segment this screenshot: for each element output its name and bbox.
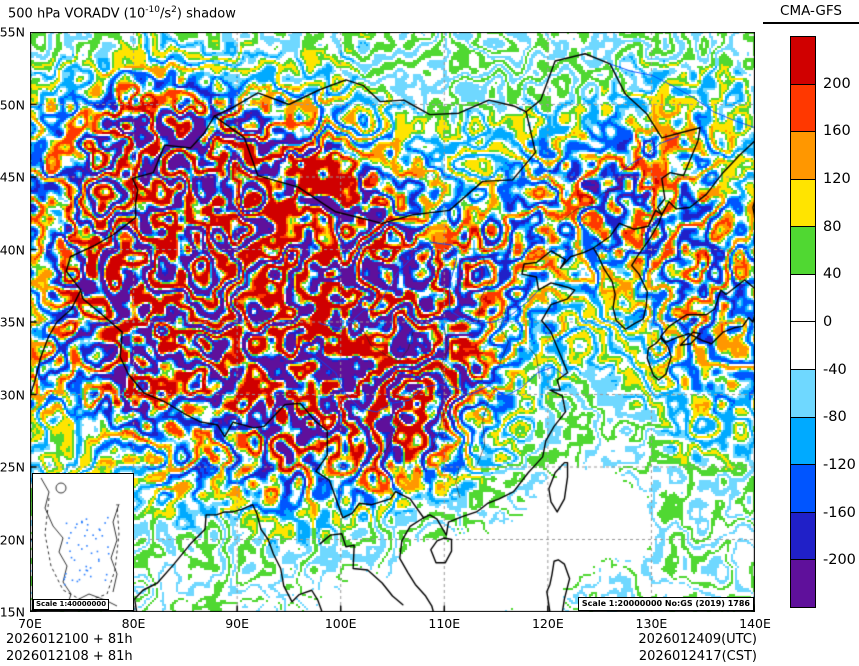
x-tick-label: 80E (121, 616, 146, 631)
plot-area: 70E 80E 90E 100E 110E 120E 130E 140E 55N 50N 45N 4… (0, 25, 771, 632)
colorbar-segment (790, 512, 816, 561)
x-tick-label: 110E (428, 616, 461, 631)
colorbar-label: -200 (823, 552, 856, 569)
colorbar-label: 80 (823, 218, 842, 235)
valid-time-utc: 2026012409(UTC) (638, 632, 757, 647)
colorbar-label: -120 (823, 457, 856, 473)
title-superscript: -10 (145, 5, 160, 15)
colorbar-segment (790, 36, 816, 85)
y-tick-label: 30N (0, 387, 25, 402)
colorbar-label: -40 (823, 361, 847, 378)
colorbar-segment (790, 227, 816, 275)
init-times: 2026012100 + 81h 2026012108 + 81h (6, 631, 133, 665)
y-tick-label: 25N (0, 459, 25, 475)
y-tick-label: 50N (0, 97, 25, 112)
x-tick-label: 70E (18, 616, 42, 631)
x-tick-label: 140E (739, 616, 771, 631)
colorbar-segment (790, 370, 816, 418)
y-tick-label: 55N (0, 24, 25, 40)
chart-title: 500 hPa VORADV (10-10/s2) shadow (8, 5, 236, 21)
colorbar-segment (790, 417, 816, 466)
x-tick-label: 100E (324, 616, 357, 631)
colorbar-segment (790, 84, 816, 133)
valid-time-cst: 2026012417(CST) (638, 649, 757, 664)
valid-times: 2026012409(UTC) 2026012417(CST) (638, 631, 757, 665)
colorbar-label: 40 (823, 266, 842, 283)
colorbar-segment (790, 179, 816, 228)
map-scale-badge: Scale 1:20000000 No:GS (2019) 1786 (577, 597, 754, 611)
title-text-part: 500 hPa VORADV (10 (8, 6, 146, 22)
x-tick-label: 130E (635, 616, 668, 631)
colorbar-label: 200 (823, 75, 851, 92)
colorbar-segment (790, 274, 816, 323)
colorbar: 200 160 120 80 40 0 -40 -80 -120 -160 -200 (790, 36, 856, 608)
y-tick-label: 40N (0, 242, 25, 257)
colorbar-segment (790, 465, 816, 513)
colorbar-label: 120 (823, 171, 851, 187)
title-text-part: /s (159, 6, 172, 22)
map-canvas (30, 32, 755, 612)
x-tick-label: 120E (531, 616, 564, 631)
colorbar-label: 160 (823, 123, 851, 140)
x-tick-label: 90E (225, 616, 250, 631)
y-tick-label: 20N (0, 532, 25, 547)
colorbar-label: 0 (823, 314, 833, 330)
inset-map-canvas (33, 474, 131, 608)
title-superscript: 2 (171, 5, 177, 15)
inset-map: Scale 1:40000000 (32, 473, 134, 611)
colorbar-label: -80 (823, 409, 847, 426)
colorbar-label: -160 (823, 504, 856, 521)
y-tick-label: 15N (0, 604, 25, 620)
colorbar-segment (790, 132, 816, 180)
colorbar-segment (790, 560, 816, 608)
inset-scale-label: Scale 1:40000000 (33, 599, 110, 610)
y-tick-label: 45N (0, 169, 25, 185)
colorbar-segment (790, 322, 816, 371)
init-time-run1: 2026012100 + 81h (6, 632, 133, 647)
init-time-run2: 2026012108 + 81h (6, 649, 133, 664)
model-label: CMA-GFS (763, 3, 859, 24)
y-tick-label: 35N (0, 314, 25, 330)
title-text-part: ) shadow (176, 6, 236, 22)
